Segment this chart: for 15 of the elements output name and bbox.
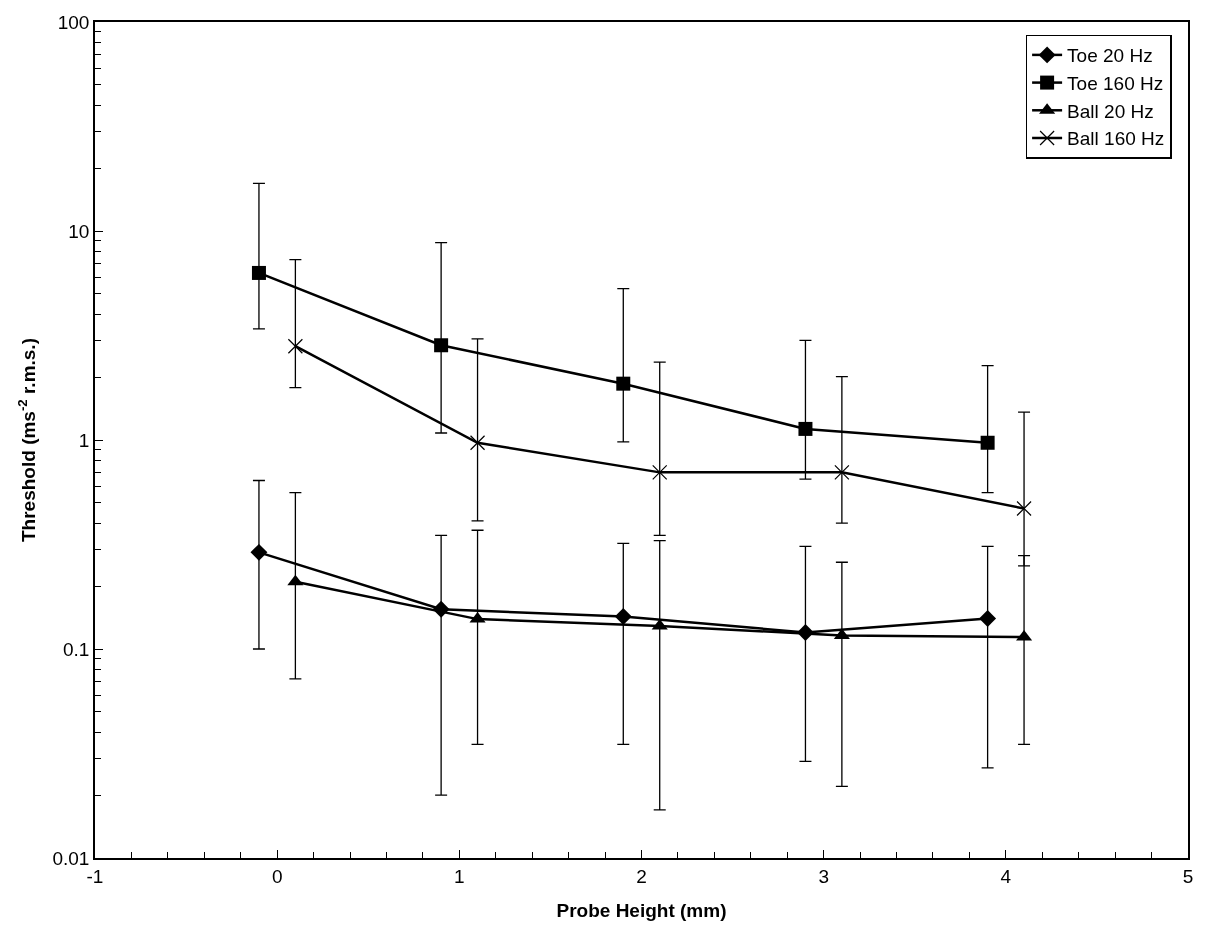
x-tick-label: 4 bbox=[1000, 865, 1012, 887]
x-axis-title: Probe Height (mm) bbox=[556, 899, 727, 921]
x-tick-label: 2 bbox=[636, 865, 647, 887]
x-tick-label: 0 bbox=[271, 865, 283, 887]
y-tick-label: 10 bbox=[68, 220, 90, 242]
x-tick-label: 3 bbox=[818, 865, 829, 887]
x-tick-label: 5 bbox=[1182, 865, 1194, 887]
x-tick-label: 1 bbox=[454, 865, 465, 887]
y-tick-label: 1 bbox=[78, 429, 90, 451]
legend-label: Ball 160 Hz bbox=[1067, 128, 1165, 150]
y-tick-label: 100 bbox=[57, 11, 90, 33]
y-tick-label: 0.1 bbox=[63, 638, 90, 660]
legend-label: Toe 160 Hz bbox=[1067, 73, 1164, 94]
legend-label: Toe 20 Hz bbox=[1067, 45, 1153, 67]
legend-label: Ball 20 Hz bbox=[1067, 100, 1154, 122]
